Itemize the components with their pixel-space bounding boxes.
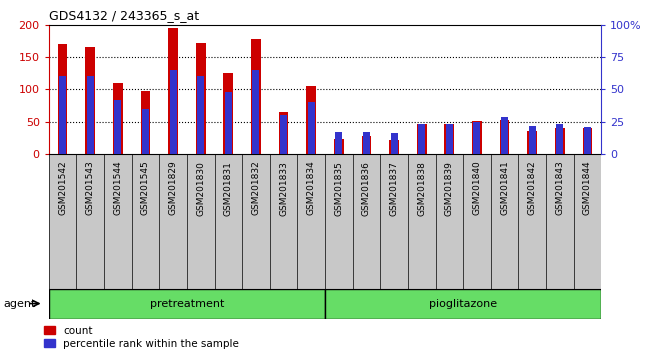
- Text: GDS4132 / 243365_s_at: GDS4132 / 243365_s_at: [49, 9, 199, 22]
- Bar: [391, 133, 398, 154]
- Text: pretreatment: pretreatment: [150, 298, 224, 309]
- Text: GSM201831: GSM201831: [224, 161, 233, 216]
- Bar: [472, 121, 482, 154]
- Text: GSM201837: GSM201837: [389, 161, 398, 216]
- Bar: [140, 91, 150, 154]
- Bar: [197, 76, 204, 154]
- Bar: [307, 102, 315, 154]
- Text: GSM201842: GSM201842: [528, 161, 537, 215]
- Bar: [306, 86, 316, 154]
- Text: GSM201544: GSM201544: [113, 161, 122, 215]
- Text: GSM201542: GSM201542: [58, 161, 67, 215]
- Text: GSM201844: GSM201844: [583, 161, 592, 215]
- Text: GSM201834: GSM201834: [307, 161, 316, 216]
- Bar: [113, 83, 123, 154]
- Bar: [556, 124, 564, 154]
- Text: pioglitazone: pioglitazone: [429, 298, 497, 309]
- Bar: [417, 124, 426, 154]
- Bar: [389, 140, 399, 154]
- Text: GSM201829: GSM201829: [168, 161, 177, 216]
- Text: agent: agent: [3, 298, 36, 309]
- Bar: [418, 124, 425, 154]
- Text: GSM201835: GSM201835: [334, 161, 343, 216]
- Text: GSM201841: GSM201841: [500, 161, 509, 216]
- Bar: [85, 47, 95, 154]
- Bar: [528, 126, 536, 154]
- Text: GSM201839: GSM201839: [445, 161, 454, 216]
- Text: GSM201840: GSM201840: [473, 161, 482, 216]
- Bar: [555, 127, 565, 154]
- Bar: [86, 76, 94, 154]
- Bar: [363, 132, 370, 154]
- Text: GSM201543: GSM201543: [86, 161, 95, 216]
- Text: GSM201545: GSM201545: [141, 161, 150, 216]
- Text: GSM201836: GSM201836: [362, 161, 371, 216]
- Bar: [584, 127, 591, 154]
- Legend: count, percentile rank within the sample: count, percentile rank within the sample: [44, 326, 239, 349]
- Bar: [527, 131, 537, 154]
- Bar: [325, 289, 601, 319]
- Bar: [49, 289, 325, 319]
- Bar: [170, 70, 177, 154]
- Bar: [473, 122, 480, 154]
- Bar: [582, 128, 592, 154]
- Bar: [58, 44, 68, 154]
- Bar: [446, 124, 453, 154]
- Text: GSM201832: GSM201832: [252, 161, 261, 216]
- Bar: [251, 39, 261, 154]
- Bar: [114, 100, 122, 154]
- Bar: [445, 124, 454, 154]
- Bar: [280, 115, 287, 154]
- Text: GSM201838: GSM201838: [417, 161, 426, 216]
- Text: GSM201830: GSM201830: [196, 161, 205, 216]
- Bar: [168, 28, 178, 154]
- Bar: [361, 136, 371, 154]
- Bar: [334, 139, 344, 154]
- Text: GSM201833: GSM201833: [279, 161, 288, 216]
- Text: GSM201843: GSM201843: [555, 161, 564, 216]
- Bar: [500, 120, 510, 154]
- Bar: [224, 73, 233, 154]
- Bar: [279, 112, 289, 154]
- Bar: [59, 76, 66, 154]
- Bar: [501, 116, 508, 154]
- Bar: [252, 70, 259, 154]
- Bar: [196, 43, 205, 154]
- Bar: [225, 92, 232, 154]
- Bar: [335, 132, 343, 154]
- Bar: [142, 109, 149, 154]
